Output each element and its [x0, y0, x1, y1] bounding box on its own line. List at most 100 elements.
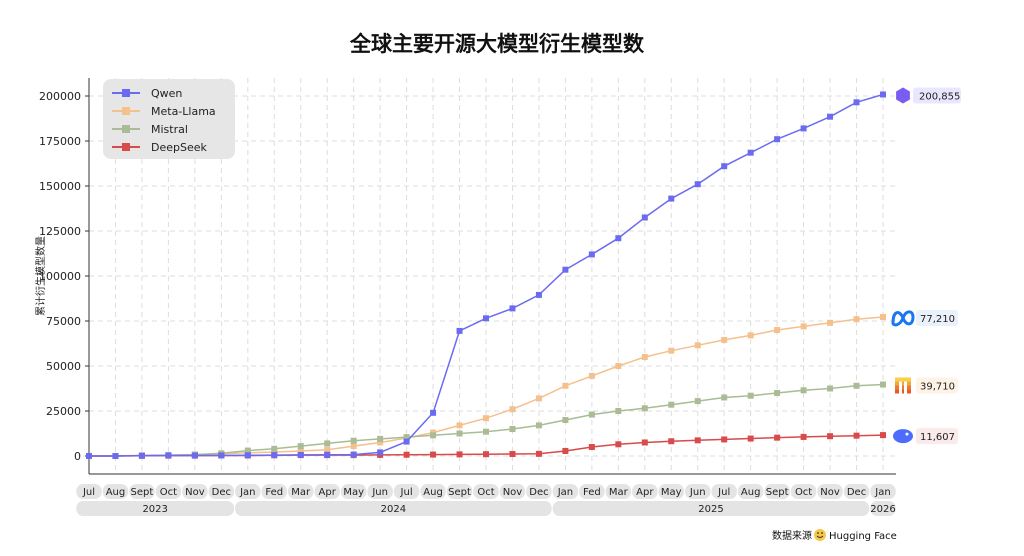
- data-point: [615, 408, 622, 414]
- data-point: [535, 291, 542, 298]
- data-point: [562, 382, 569, 389]
- data-point: [138, 452, 145, 459]
- mistral-icon-gap: [904, 381, 907, 394]
- data-point: [694, 437, 701, 444]
- month-pill: [552, 484, 579, 499]
- data-point: [403, 434, 410, 441]
- data-point: [535, 422, 542, 429]
- data-point: [668, 347, 675, 354]
- data-point: [483, 451, 489, 458]
- data-point: [297, 443, 304, 450]
- month-pill: [764, 484, 790, 499]
- legend-label: Mistral: [151, 123, 188, 136]
- data-point: [747, 392, 754, 399]
- data-point: [271, 445, 278, 452]
- data-point: [615, 441, 622, 448]
- end-value-label: 39,710: [920, 382, 955, 393]
- data-point: [191, 452, 198, 459]
- data-point: [535, 450, 542, 457]
- month-pill: [870, 484, 896, 499]
- chart-title: 全球主要开源大模型衍生模型数: [349, 32, 645, 56]
- data-point: [853, 99, 860, 106]
- x-tick-label: Jul: [717, 487, 730, 498]
- month-pill: [526, 484, 552, 499]
- x-tick-labels: Jul Aug Sept Oct Nov Dec Jan Fed Mar Apr May Jun Jul…: [76, 484, 896, 516]
- x-tick-label: Sept: [131, 487, 154, 498]
- data-point: [668, 195, 675, 202]
- month-pill: [446, 484, 473, 499]
- end-labels: 200,855 77,210 39,710 11,607: [891, 87, 961, 445]
- end-label-background: [916, 310, 958, 327]
- data-point: [509, 305, 516, 312]
- hugging-face-icon-eye: [817, 532, 819, 534]
- data-point: [456, 422, 463, 429]
- year-label: 2025: [698, 504, 723, 515]
- month-pill: [499, 484, 526, 499]
- month-pill: [420, 484, 446, 499]
- y-tick-label: 200000: [39, 90, 81, 103]
- data-point: [377, 435, 384, 442]
- data-point: [112, 453, 119, 459]
- year-label: 2024: [381, 504, 406, 515]
- data-point: [509, 426, 516, 432]
- end-label-group: 77,210: [891, 310, 958, 327]
- data-point: [747, 149, 754, 156]
- month-pill: [393, 484, 420, 499]
- data-point: [403, 451, 410, 458]
- data-point: [641, 405, 648, 412]
- data-point: [483, 415, 489, 422]
- x-tick-label: Dec: [212, 487, 231, 498]
- month-pill: [155, 484, 182, 499]
- month-pill: [790, 484, 817, 499]
- data-point: [509, 406, 516, 413]
- end-label-group: 200,855: [896, 87, 961, 104]
- month-pill: [340, 484, 367, 499]
- month-pill: [737, 484, 764, 499]
- data-point: [800, 433, 807, 440]
- year-bar: [76, 501, 235, 516]
- x-tick-label: Aug: [423, 487, 443, 498]
- mistral-icon-stripe: [895, 377, 911, 382]
- x-tick-label: Jan: [874, 487, 890, 498]
- data-point: [456, 430, 463, 437]
- data-point: [853, 382, 860, 389]
- x-tick-label: Oct: [795, 487, 812, 498]
- x-tick-label: Oct: [477, 487, 494, 498]
- legend-item-deepseek: DeepSeek: [112, 141, 208, 154]
- mistral-logo-icon: [895, 377, 911, 394]
- month-pill: [129, 484, 155, 499]
- data-point: [588, 372, 595, 379]
- data-point: [880, 381, 886, 388]
- data-point: [350, 443, 357, 450]
- deepseek-logo-icon: [893, 429, 913, 444]
- data-point: [588, 251, 595, 258]
- data-point: [721, 436, 728, 443]
- data-point: [747, 332, 754, 339]
- month-pill: [658, 484, 684, 499]
- data-point: [483, 428, 489, 435]
- data-point: [324, 446, 331, 453]
- data-point: [668, 401, 675, 408]
- data-point: [456, 327, 463, 334]
- legend-swatch-marker: [122, 125, 130, 133]
- series-qwen: [86, 91, 886, 459]
- source-prefix: 数据来源: [772, 529, 812, 542]
- hugging-face-icon-eye: [821, 532, 823, 534]
- x-tick-label: Sept: [766, 487, 789, 498]
- data-point: [588, 444, 595, 450]
- data-point: [86, 453, 92, 459]
- month-pill: [632, 484, 658, 499]
- month-pill: [208, 484, 235, 499]
- year-label: 2026: [870, 504, 895, 515]
- x-tick-label: Dec: [529, 487, 548, 498]
- x-tick-label: Mar: [291, 487, 311, 498]
- legend-item-qwen: Qwen: [112, 87, 182, 100]
- legend-swatch-marker: [122, 107, 130, 115]
- data-point: [774, 327, 781, 333]
- hugging-face-icon: [814, 529, 826, 541]
- x-tick-label: Jun: [371, 487, 388, 498]
- meta-logo-icon: [891, 310, 915, 327]
- hugging-face-icon-mouth: [816, 535, 824, 538]
- data-point: [694, 342, 701, 349]
- data-point: [615, 363, 622, 369]
